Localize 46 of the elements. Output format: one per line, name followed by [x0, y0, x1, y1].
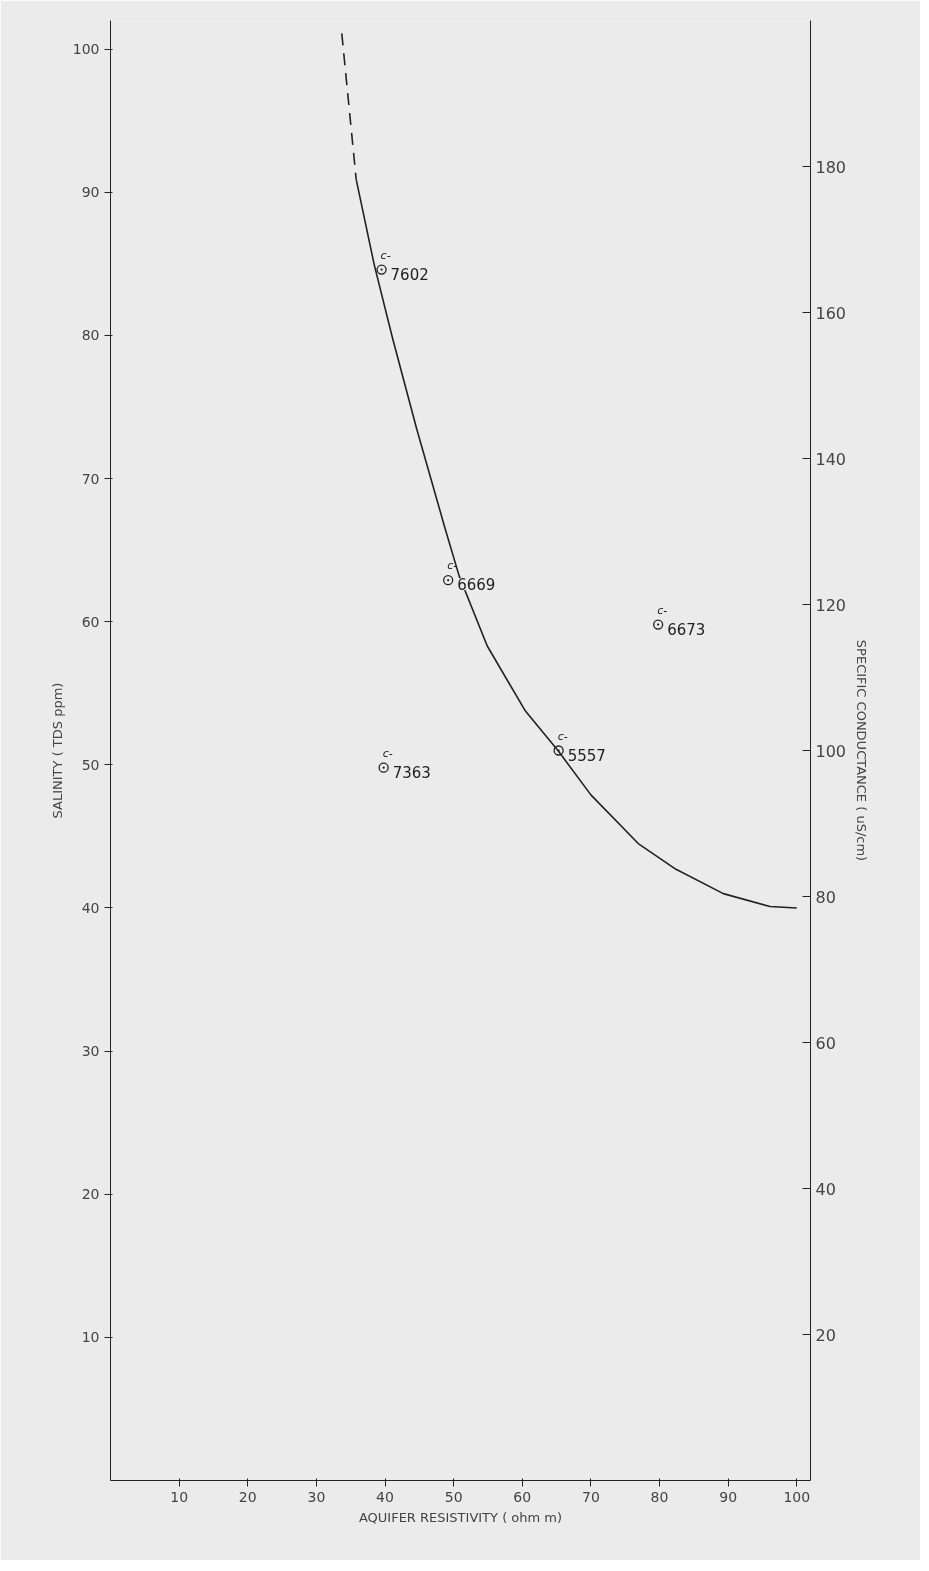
y-tick-label: 40 [81, 899, 100, 916]
annotation: 5557 [567, 746, 606, 765]
x-tick-label: 70 [581, 1488, 600, 1505]
x-tick-label: 10 [170, 1488, 189, 1505]
y-tick-label: 100 [72, 41, 100, 58]
x-tick-label: 90 [719, 1488, 738, 1505]
y-tick-label: 60 [81, 613, 100, 630]
y2-tick-label: 160 [815, 303, 847, 323]
y2-tick-label: 40 [815, 1179, 836, 1199]
x-tick-label: 100 [783, 1488, 811, 1505]
x-tick-label: 80 [650, 1488, 669, 1505]
annotation: c- [380, 248, 391, 262]
y2-tick-label: 180 [815, 157, 847, 177]
x-axis-title: AQUIFER RESISTIVITY ( ohm m) [358, 1509, 563, 1525]
x-tick-label: 60 [513, 1488, 532, 1505]
point [443, 575, 454, 586]
y-tick-label: 80 [81, 327, 100, 344]
annotation: c- [557, 729, 568, 743]
y-tick-label: 20 [81, 1186, 100, 1203]
x-tick-label: 20 [238, 1488, 257, 1505]
point [378, 762, 389, 773]
y2-tick-label: 100 [815, 741, 847, 761]
y2-tick-label: 120 [815, 595, 847, 615]
annotation: 7602 [390, 265, 429, 284]
annotation: 6669 [457, 576, 496, 595]
x-tick-label: 40 [376, 1488, 394, 1505]
y2-tick-label: 140 [815, 449, 847, 469]
y2-tick-label: 20 [815, 1325, 836, 1345]
y2-tick-label: 80 [815, 887, 836, 907]
annotation: c- [382, 746, 393, 760]
y-tick-label: 90 [81, 184, 100, 201]
annotation: 7363 [392, 763, 431, 782]
x-tick-label: 50 [444, 1488, 463, 1505]
y-tick-label: 30 [81, 1043, 100, 1060]
annotation: c- [657, 603, 668, 617]
annotation: 6673 [667, 620, 706, 639]
y2-axis-title: SPECIFIC CONDUCTANCE ( uS/cm) [854, 639, 870, 862]
point [653, 619, 664, 630]
x-tick-label: 30 [307, 1488, 326, 1505]
y-tick-label: 50 [81, 756, 100, 773]
y-tick-label: 10 [81, 1329, 100, 1346]
point [376, 264, 387, 275]
y-tick-label: 70 [81, 470, 100, 487]
point [553, 745, 564, 756]
y2-tick-label: 60 [815, 1033, 836, 1053]
y-axis-title: SALINITY ( TDS ppm) [49, 682, 65, 819]
